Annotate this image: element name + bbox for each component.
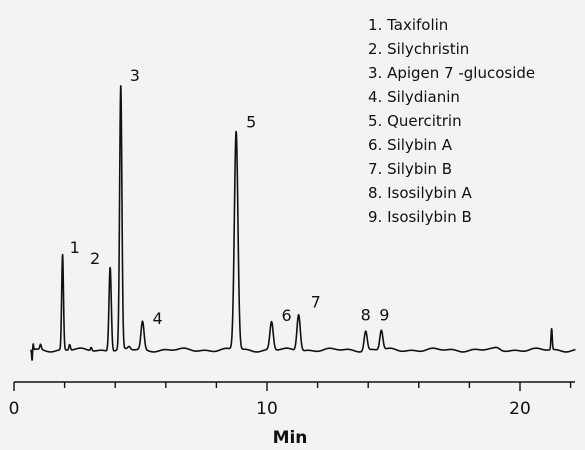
peak-label: 8 bbox=[361, 305, 371, 324]
chromatogram-trace bbox=[29, 84, 577, 361]
legend-entry: 3. Apigen 7 -glucoside bbox=[368, 64, 535, 82]
x-tick-label: 20 bbox=[509, 399, 531, 419]
peak-label: 2 bbox=[90, 249, 100, 268]
legend-entry: 6. Silybin A bbox=[368, 136, 453, 154]
peak-label: 7 bbox=[311, 293, 321, 312]
legend-entry: 5. Quercitrin bbox=[368, 112, 462, 130]
peak-label: 5 bbox=[246, 113, 256, 132]
x-tick-label: 0 bbox=[9, 399, 20, 419]
legend: 1. Taxifolin 2. Silychristin 3. Apigen 7 -… bbox=[368, 16, 535, 226]
x-tick-label: 10 bbox=[256, 399, 278, 419]
legend-entry: 7. Silybin B bbox=[368, 160, 452, 178]
peak-label: 1 bbox=[70, 238, 80, 257]
legend-entry: 8. Isosilybin A bbox=[368, 184, 472, 202]
peak-label: 6 bbox=[282, 306, 292, 325]
legend-entry: 1. Taxifolin bbox=[368, 16, 448, 34]
peak-label: 4 bbox=[153, 309, 163, 328]
legend-entry: 9. Isosilybin B bbox=[368, 208, 472, 226]
x-axis: 0 10 20 bbox=[9, 381, 575, 419]
legend-entry: 4. Silydianin bbox=[368, 88, 460, 106]
legend-entry: 2. Silychristin bbox=[368, 40, 469, 58]
peak-label: 9 bbox=[379, 305, 389, 324]
x-axis-label: Min bbox=[273, 428, 308, 448]
peak-label: 3 bbox=[130, 66, 140, 85]
